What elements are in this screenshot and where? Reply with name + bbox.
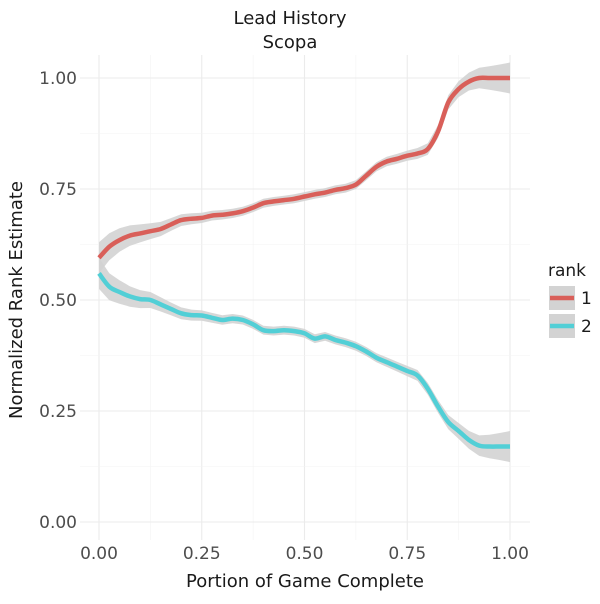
legend-title: rank [548, 261, 586, 281]
chart-subtitle: Scopa [263, 32, 318, 53]
y-tick-label: 0.25 [39, 402, 77, 422]
y-tick-label: 1.00 [39, 69, 77, 89]
x-tick-label: 0.25 [183, 544, 221, 564]
chart-title: Lead History [233, 8, 346, 29]
y-tick-label: 0.75 [39, 180, 77, 200]
x-axis-title: Portion of Game Complete [186, 571, 424, 592]
series-line-rank-1 [97, 75, 510, 260]
y-axis-title: Normalized Rank Estimate [6, 181, 27, 419]
legend: rank 1 2 [548, 261, 592, 338]
legend-label-rank-2: 2 [581, 317, 592, 337]
confidence-band-rank-1 [99, 62, 510, 274]
series-lines [97, 75, 510, 449]
grid-layer [80, 55, 530, 540]
y-tick-label: 0.50 [39, 291, 77, 311]
tick-labels: 0.00 0.25 0.50 0.75 1.00 0.00 0.25 0.50 0.75 1.00 [39, 69, 529, 564]
x-tick-label: 0.75 [388, 544, 426, 564]
x-tick-label: 1.00 [491, 544, 529, 564]
x-tick-label: 0.50 [286, 544, 324, 564]
legend-label-rank-1: 1 [581, 289, 592, 309]
series-line-rank-2 [97, 272, 510, 449]
x-tick-label: 0.00 [80, 544, 118, 564]
y-tick-label: 0.00 [39, 513, 77, 533]
